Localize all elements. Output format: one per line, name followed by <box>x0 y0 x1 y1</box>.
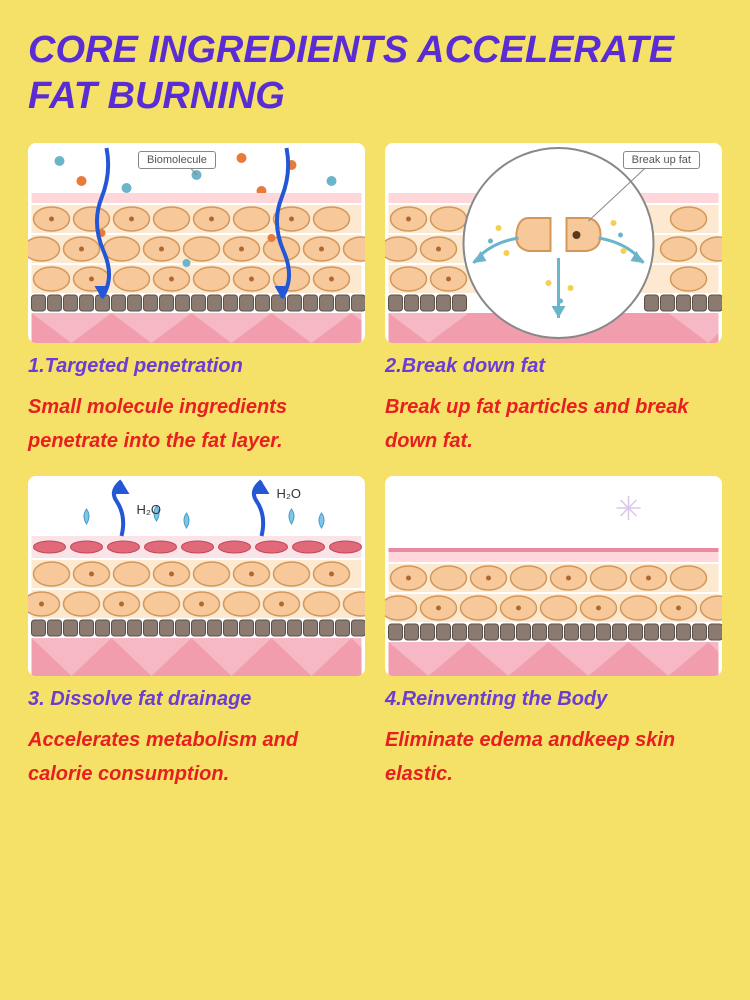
page-title: CORE INGREDIENTS ACCELERATE FAT BURNING <box>28 28 722 119</box>
panel-4: 4.Reinventing the Body Eliminate edema a… <box>385 476 722 791</box>
illustration-1: Biomolecule <box>28 143 365 343</box>
step-title-2: 2.Break down fat <box>385 355 722 378</box>
step-desc-3: Accelerates metabolism and calorie consu… <box>28 723 365 791</box>
step-desc-2: Break up fat particles and break down fa… <box>385 390 722 458</box>
step-title-3: 3. Dissolve fat drainage <box>28 688 365 711</box>
panel-1: Biomolecule <box>28 143 365 458</box>
step-desc-1: Small molecule ingredients penetrate int… <box>28 390 365 458</box>
panel-grid: Biomolecule <box>28 143 722 791</box>
step-desc-4: Eliminate edema andkeep skin elastic. <box>385 723 722 791</box>
illustration-2: Break up fat <box>385 143 722 343</box>
step-title-1: 1.Targeted penetration <box>28 355 365 378</box>
panel-3: H₂O H₂O 3. Dissolve fat drainage Acceler… <box>28 476 365 791</box>
step-title-4: 4.Reinventing the Body <box>385 688 722 711</box>
panel-2: Break up fat <box>385 143 722 458</box>
h2o-label-1: H₂O <box>137 502 162 517</box>
h2o-label-2: H₂O <box>277 486 302 501</box>
illustration-4 <box>385 476 722 676</box>
illustration-3: H₂O H₂O <box>28 476 365 676</box>
callout-breakup: Break up fat <box>623 151 700 169</box>
callout-biomolecule: Biomolecule <box>138 151 216 169</box>
